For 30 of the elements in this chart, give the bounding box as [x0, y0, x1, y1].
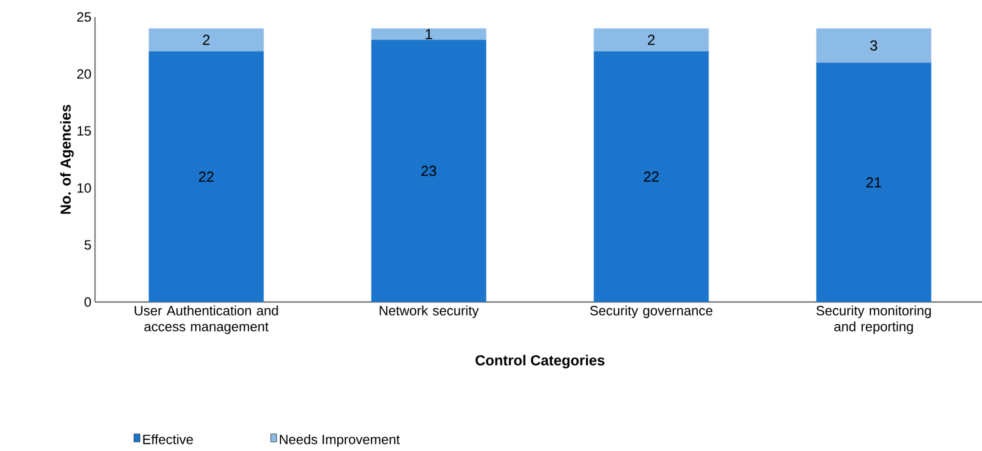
bar — [594, 51, 709, 302]
y-tick-label: 15 — [78, 126, 91, 136]
x-tick-label: Network security — [380, 306, 479, 318]
data-label: 22 — [644, 172, 659, 182]
x-tick-label: Security monitoring and reporting — [816, 306, 931, 334]
y-axis-title: No. of Agencies — [60, 104, 74, 214]
y-tick-label: 25 — [77, 12, 91, 22]
bar — [371, 28, 486, 40]
data-label: 23 — [421, 166, 436, 176]
bar — [148, 28, 264, 52]
data-label: 22 — [198, 172, 214, 182]
data-label: 3 — [870, 40, 878, 51]
bar — [148, 51, 264, 302]
bar — [816, 62, 932, 302]
legend-label: Effective — [143, 434, 193, 444]
data-label: 1 — [426, 29, 432, 40]
x-tick-label: User Authentication and access management — [134, 306, 278, 334]
data-label: 2 — [202, 34, 210, 45]
data-label: 2 — [648, 34, 655, 45]
y-tick-label: 5 — [84, 240, 91, 250]
bar — [371, 40, 486, 302]
bar — [594, 28, 709, 52]
x-axis-title: Control Categories — [476, 354, 604, 368]
data-label: 21 — [866, 177, 882, 188]
y-tick-label: 20 — [77, 69, 91, 79]
y-tick-label: 0 — [84, 297, 91, 307]
bar — [816, 28, 932, 63]
y-tick-label: 10 — [78, 183, 91, 193]
x-tick-label: Security governance — [590, 306, 712, 318]
legend-label: Needs Improvement — [280, 434, 400, 447]
